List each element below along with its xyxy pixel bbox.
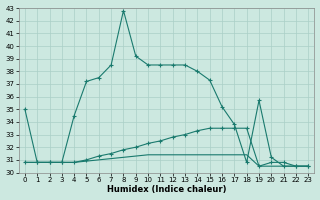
X-axis label: Humidex (Indice chaleur): Humidex (Indice chaleur) xyxy=(107,185,226,194)
